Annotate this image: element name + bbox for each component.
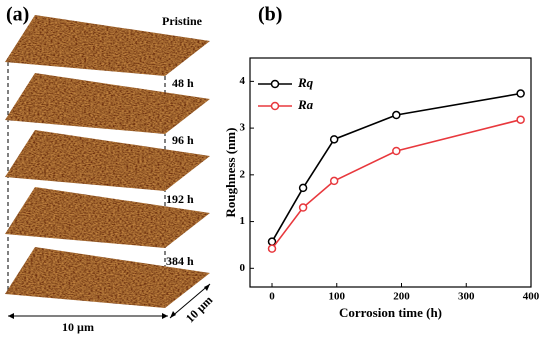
panel-label: (a) xyxy=(6,4,29,26)
layer-label: 96 h xyxy=(172,133,194,147)
afm-layer xyxy=(5,15,210,76)
y-tick-label: 2 xyxy=(240,168,246,180)
afm-layer xyxy=(5,130,210,191)
data-point xyxy=(392,110,401,120)
x-tick-label: 0 xyxy=(269,291,275,303)
panel-b: (b) 0 100 200 300 400 0 1 2 3 4 Corrosion time (h) R… xyxy=(223,4,540,320)
data-point xyxy=(516,89,525,98)
afm-layer xyxy=(5,247,210,308)
x-size: 10 µm xyxy=(62,320,94,334)
y-tick-label: 1 xyxy=(240,215,246,227)
x-tick-label: 300 xyxy=(458,291,475,303)
x-tick-label: 400 xyxy=(523,291,540,303)
x-axis-label: Corrosion time (h) xyxy=(339,305,442,320)
data-point xyxy=(298,183,308,193)
panel-label: (b) xyxy=(258,4,282,26)
legend-label: Rq xyxy=(297,75,314,90)
data-point xyxy=(392,146,401,156)
plot-frame xyxy=(249,57,532,288)
layer-label: Pristine xyxy=(162,14,203,28)
scale-arrow xyxy=(169,283,211,319)
series-line xyxy=(271,118,521,250)
layer-label: 192 h xyxy=(166,192,194,206)
layer-label: 384 h xyxy=(166,254,194,268)
afm-layer xyxy=(5,187,210,248)
y-tick-label: 0 xyxy=(240,262,246,274)
x-tick-label: 100 xyxy=(329,291,346,303)
layer-label: 48 h xyxy=(172,76,194,90)
data-point xyxy=(329,176,339,186)
legend-marker xyxy=(270,79,280,89)
legend-label: Ra xyxy=(297,97,314,112)
legend-marker xyxy=(270,101,280,111)
data-point xyxy=(516,115,525,124)
afm-layer xyxy=(5,73,210,134)
y-tick-label: 4 xyxy=(240,75,246,87)
data-point xyxy=(267,244,277,253)
y-axis-label: Roughness (nm) xyxy=(223,128,238,218)
data-point xyxy=(298,203,308,212)
y-tick-label: 3 xyxy=(240,122,246,134)
data-point xyxy=(329,135,339,144)
x-tick-label: 200 xyxy=(393,291,410,303)
panel-a: (a) 10 µm 10 µm Pristine 48 h 96 h 192 h 384… xyxy=(5,4,215,334)
arrow-head xyxy=(170,284,210,318)
y-size: 10 µm xyxy=(183,293,215,325)
